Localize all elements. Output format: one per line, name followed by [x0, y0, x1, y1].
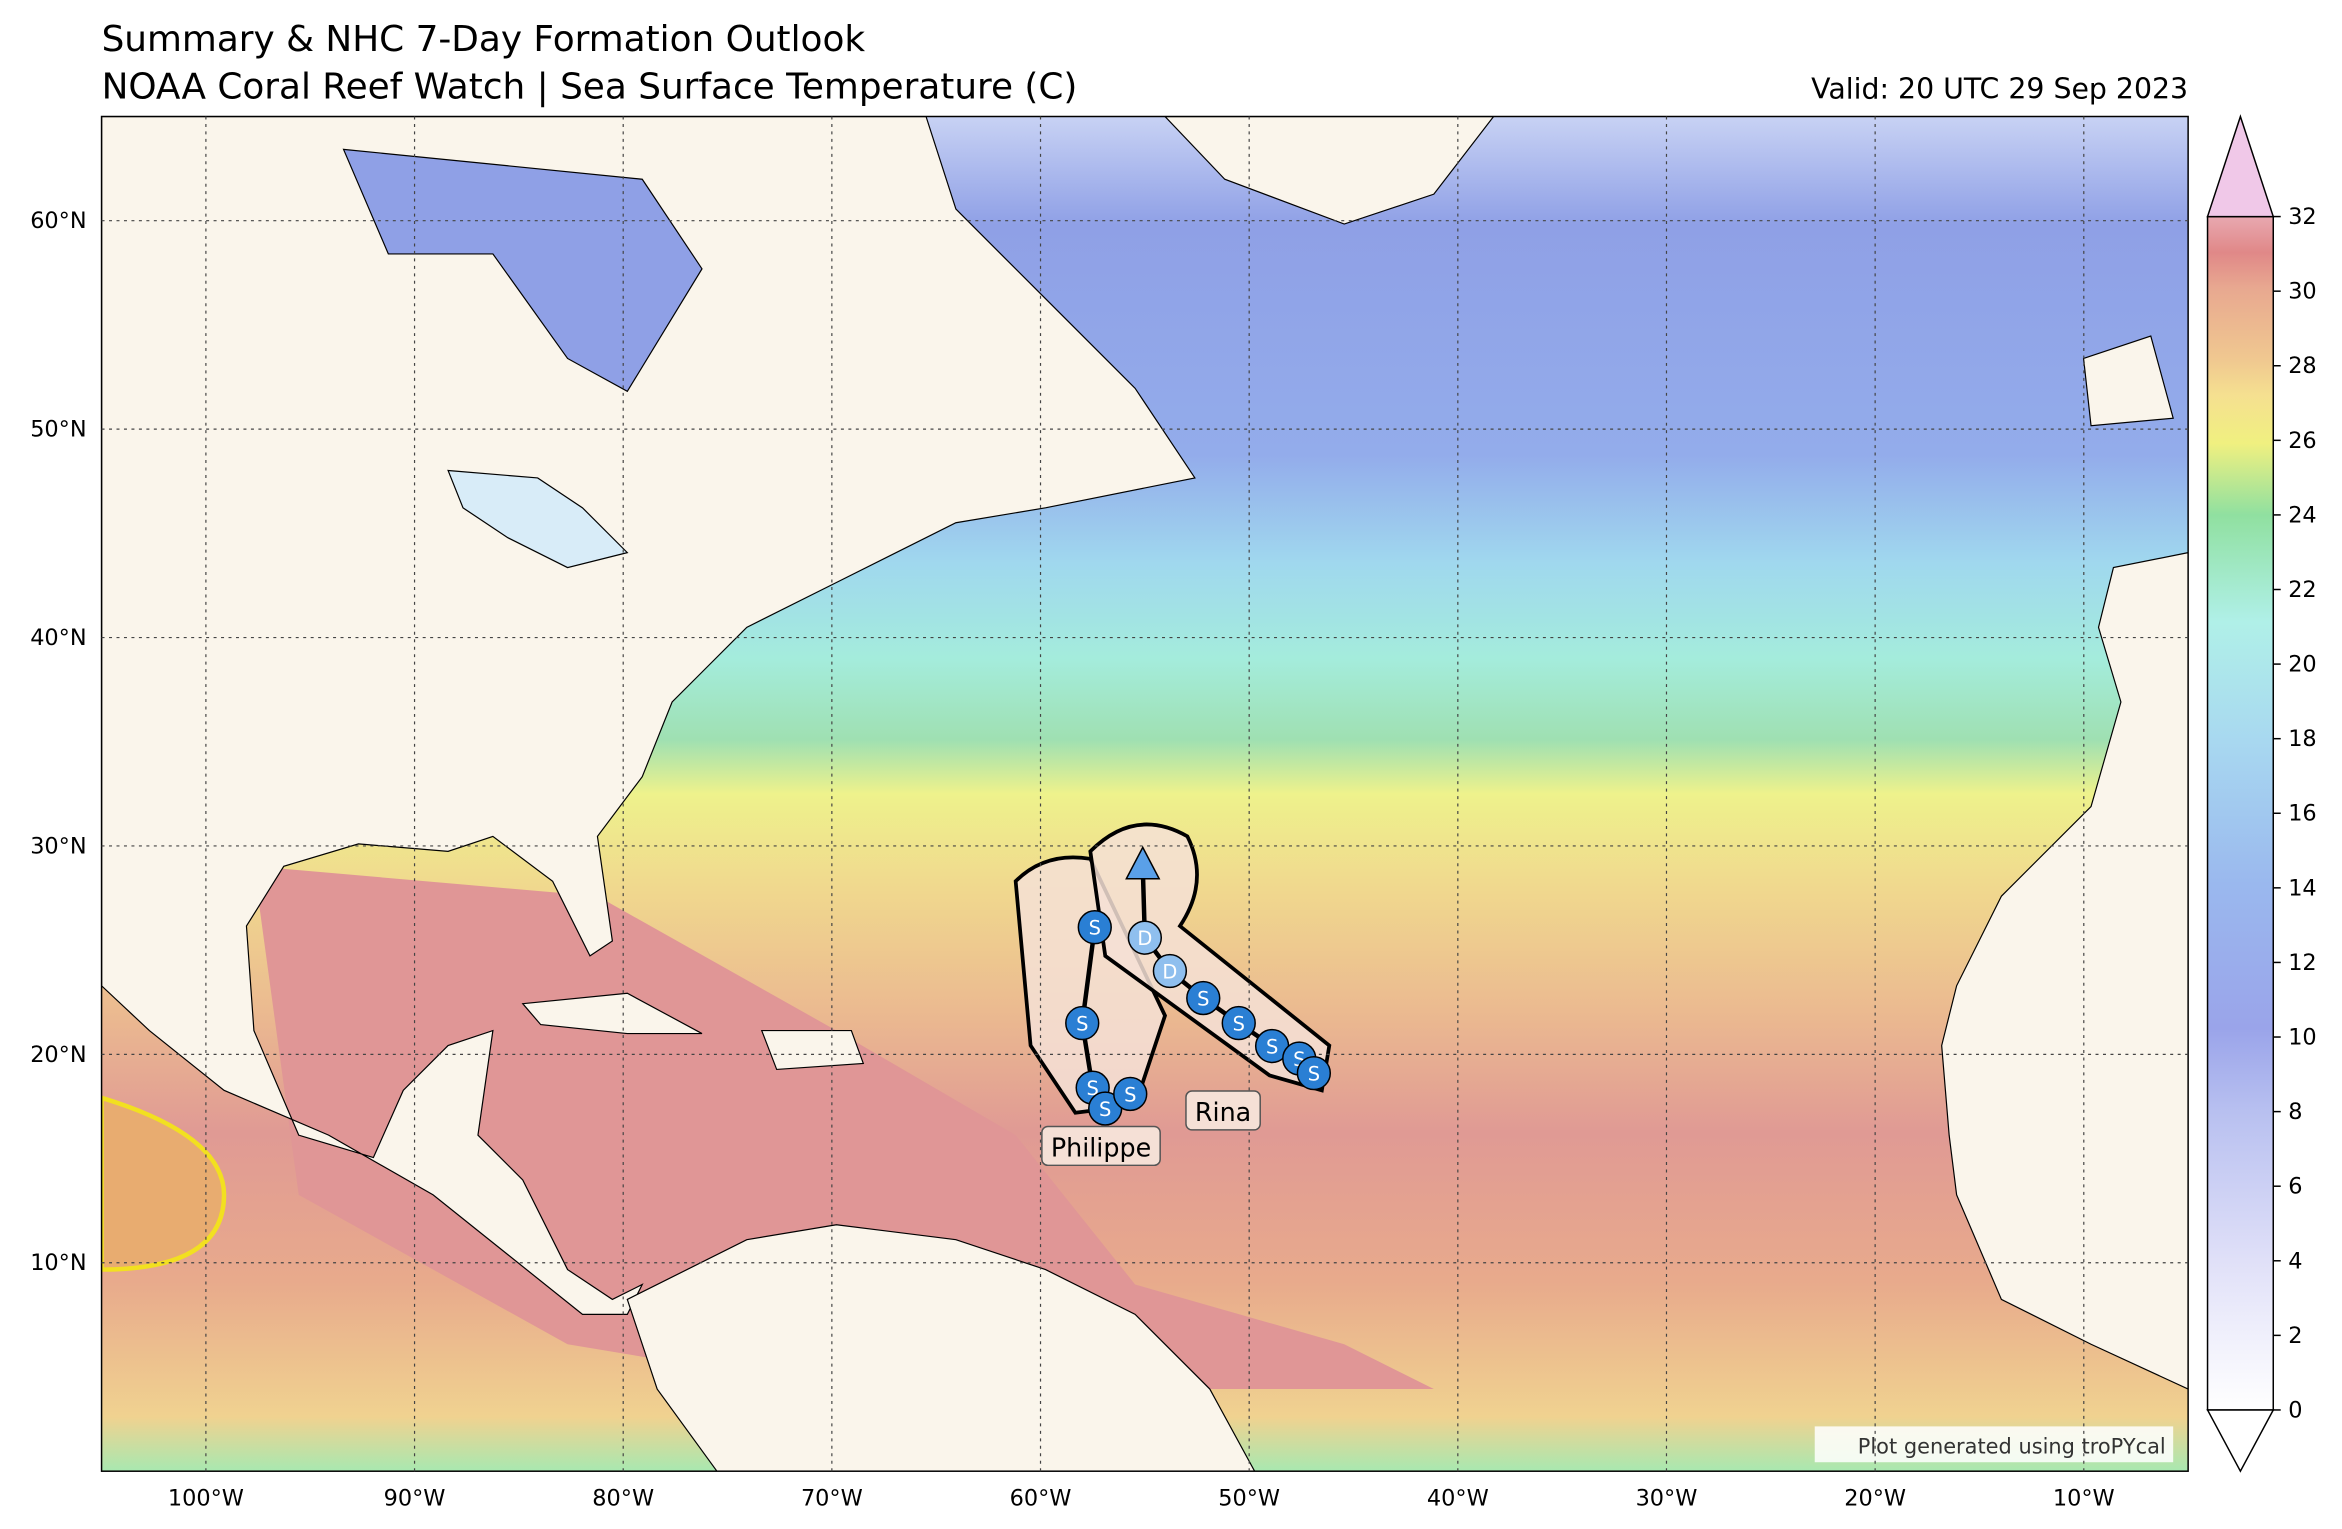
- colorbar-tick-label: 24: [2288, 502, 2317, 528]
- colorbar-tick-label: 8: [2288, 1099, 2302, 1125]
- x-tick-label: 10°W: [2053, 1486, 2115, 1512]
- storm-symbol: S: [1266, 1035, 1278, 1058]
- colorbar-tick-label: 4: [2288, 1248, 2302, 1274]
- storm-label-box: [1041, 1125, 1161, 1167]
- storm-symbol: D: [1137, 927, 1152, 950]
- y-tick-label: 60°N: [30, 208, 86, 234]
- rina-cone: [1088, 822, 1332, 1093]
- y-tick-label: 40°N: [30, 625, 86, 651]
- colorbar-tick-label: 0: [2288, 1397, 2302, 1423]
- colorbar-extend-bottom: [2206, 1409, 2275, 1473]
- y-tick-label: 30°N: [30, 833, 86, 859]
- colorbar-tick-label: 30: [2288, 279, 2317, 305]
- storm-point: [1113, 1076, 1148, 1112]
- great-lakes: [447, 469, 629, 569]
- storm-symbol: S: [1124, 1083, 1136, 1106]
- y-tick-label: 20°N: [30, 1042, 86, 1068]
- x-tick-label: 80°W: [592, 1486, 654, 1512]
- british-isles: [2082, 335, 2174, 427]
- x-tick-label: 20°W: [1844, 1486, 1906, 1512]
- greenland: [1164, 116, 1495, 225]
- south-america: [626, 1224, 1256, 1472]
- x-tick-label: 30°W: [1636, 1486, 1698, 1512]
- storm-symbol: S: [1099, 1098, 1111, 1121]
- storm-point: [1221, 1005, 1256, 1041]
- colorbar-tick-label: 32: [2288, 204, 2317, 230]
- pacific-outlook: [101, 1095, 227, 1272]
- storm-point: [1065, 1005, 1100, 1041]
- storm-symbol: S: [1308, 1063, 1320, 1086]
- colorbar-extend-top: [2206, 114, 2275, 218]
- scaled-layer: Summary & NHC 7-Day Formation Outlook NO…: [30, 19, 2317, 1512]
- colorbar-tick-label: 6: [2288, 1174, 2302, 1200]
- x-tick-label: 90°W: [384, 1486, 446, 1512]
- storm-point: [1077, 910, 1112, 945]
- colorbar-tick-label: 10: [2288, 1024, 2317, 1050]
- colorbar-tick-label: 2: [2288, 1323, 2302, 1349]
- colorbar-tick-label: 28: [2288, 353, 2317, 379]
- map-frame: [100, 115, 2189, 1472]
- storm-label: Philippe: [1051, 1132, 1151, 1162]
- hudson-bay: [342, 148, 703, 393]
- colorbar-tick-label: 14: [2288, 875, 2317, 901]
- colorbar-tick-label: 18: [2288, 726, 2317, 752]
- storm-symbol: S: [1197, 988, 1209, 1011]
- north-america: [101, 116, 1196, 1315]
- storm-symbol: S: [1089, 917, 1101, 940]
- storm-symbol: D: [1162, 960, 1177, 983]
- credit: Plot generated using troPYcal: [1858, 1434, 2166, 1458]
- storm-symbol: S: [1233, 1013, 1245, 1036]
- europe-africa: [1941, 552, 2189, 1390]
- valid-time: Valid: 20 UTC 29 Sep 2023: [1811, 73, 2188, 106]
- y-tick-label: 50°N: [30, 417, 86, 443]
- colorbar-tick-label: 16: [2288, 801, 2317, 827]
- storm-point: [1152, 953, 1188, 989]
- x-tick-label: 60°W: [1010, 1486, 1072, 1512]
- colorbar-tick-label: 20: [2288, 652, 2317, 678]
- storm-label: Rina: [1195, 1097, 1251, 1127]
- x-tick-label: 50°W: [1218, 1486, 1280, 1512]
- subtitle: NOAA Coral Reef Watch | Sea Surface Temp…: [102, 67, 1078, 108]
- colorbar-tick-label: 22: [2288, 577, 2317, 603]
- x-tick-label: 40°W: [1427, 1486, 1489, 1512]
- y-tick-label: 10°N: [30, 1250, 86, 1276]
- storm-point: [1127, 920, 1163, 955]
- storm-symbol: S: [1076, 1013, 1088, 1036]
- title: Summary & NHC 7-Day Formation Outlook: [102, 19, 866, 60]
- colorbar: [2206, 215, 2275, 1411]
- storm-point: [1296, 1055, 1332, 1091]
- credit-box: [1814, 1426, 2174, 1463]
- x-tick-label: 70°W: [801, 1486, 863, 1512]
- hispaniola: [760, 1029, 865, 1071]
- cuba: [521, 992, 703, 1035]
- storm-label-box: [1185, 1090, 1261, 1131]
- x-tick-label: 100°W: [168, 1486, 244, 1512]
- map-background: [101, 116, 2189, 1472]
- storm-point: [1186, 980, 1221, 1016]
- colorbar-tick-label: 12: [2288, 950, 2317, 976]
- storm-point: [1125, 845, 1161, 880]
- colorbar-tick-label: 26: [2288, 428, 2317, 454]
